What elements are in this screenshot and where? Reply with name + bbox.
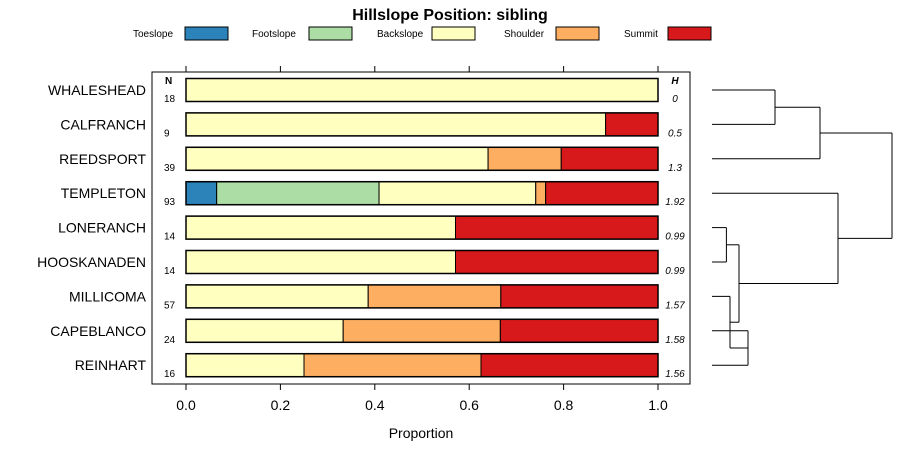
h-value-loneranch: 0.99: [665, 232, 685, 243]
n-value-capeblanco: 24: [164, 335, 176, 346]
plot-frame: [151, 71, 691, 385]
x-tick-label: 0.6: [459, 397, 479, 413]
bar-segment-calfranch-backslope: [185, 112, 607, 137]
bar-outline-reedsport: [185, 146, 659, 172]
n-value-hooskanaden: 14: [164, 266, 176, 277]
bar-segment-loneranch-backslope: [185, 215, 457, 240]
dendrogram: [712, 89, 893, 366]
h-value-capeblanco: 1.58: [665, 335, 685, 346]
row-label-capeblanco: CAPEBLANCO: [50, 323, 146, 339]
bar-segment-reinhart-shoulder: [303, 353, 482, 378]
h-value-reedsport: 1.3: [668, 163, 682, 174]
bar-segment-reinhart-summit: [480, 353, 659, 378]
n-value-templeton: 93: [164, 197, 176, 208]
legend-label-shoulder: Shoulder: [504, 29, 545, 40]
bar-segment-reedsport-backslope: [185, 146, 489, 171]
h-value-whaleshead: 0: [672, 94, 678, 105]
row-label-hooskanaden: HOOSKANADEN: [37, 254, 146, 270]
legend-label-summit: Summit: [624, 29, 658, 40]
bar-outline-templeton: [185, 180, 659, 206]
legend-label-footslope: Footslope: [252, 29, 296, 40]
row-label-calfranch: CALFRANCH: [60, 116, 146, 132]
legend-swatch-footslope: [308, 26, 353, 41]
bar-segment-reedsport-shoulder: [487, 146, 562, 171]
h-column-header: H: [671, 76, 679, 87]
legend-label-toeslope: Toeslope: [133, 29, 173, 40]
h-value-calfranch: 0.5: [668, 128, 682, 139]
row-label-millicoma: MILLICOMA: [69, 288, 147, 304]
x-tick-label: 0.4: [365, 397, 385, 413]
bar-segment-templeton-toeslope: [185, 181, 218, 206]
bar-segment-templeton-shoulder: [535, 181, 547, 206]
bar-rows: WHALESHEAD 18 0 CALFRANCH 9 0.5 REEDSPORT 39 1.3…: [37, 77, 685, 380]
h-value-millicoma: 1.57: [665, 300, 685, 311]
bar-segment-templeton-footslope: [216, 181, 380, 206]
bar-segment-millicoma-backslope: [185, 284, 369, 309]
h-value-reinhart: 1.56: [665, 369, 685, 380]
x-tick-label: 0.8: [554, 397, 574, 413]
row-label-whaleshead: WHALESHEAD: [48, 82, 146, 98]
bar-segment-capeblanco-summit: [499, 318, 659, 343]
h-value-templeton: 1.92: [665, 197, 685, 208]
legend-swatch-shoulder: [555, 26, 600, 41]
legend-label-backslope: Backslope: [377, 29, 424, 40]
bar-segment-templeton-summit: [545, 181, 659, 206]
x-tick-label: 0.2: [271, 397, 291, 413]
n-value-reinhart: 16: [164, 369, 176, 380]
n-value-reedsport: 39: [164, 163, 176, 174]
bar-segment-hooskanaden-summit: [455, 250, 659, 274]
bar-outline-calfranch: [185, 112, 659, 137]
x-tick-label: 1.0: [648, 397, 668, 413]
bar-segment-reinhart-backslope: [185, 353, 305, 378]
h-value-hooskanaden: 0.99: [665, 266, 685, 277]
bar-segment-templeton-backslope: [378, 181, 537, 206]
bar-outline-hooskanaden: [185, 249, 659, 275]
n-value-millicoma: 57: [164, 300, 176, 311]
n-value-loneranch: 14: [164, 232, 176, 243]
bar-segment-calfranch-summit: [605, 112, 659, 137]
legend-swatch-summit: [667, 26, 712, 41]
bar-segment-reedsport-summit: [560, 146, 659, 171]
bar-outline-whaleshead: [185, 77, 659, 103]
row-label-reedsport: REEDSPORT: [59, 151, 146, 167]
n-value-whaleshead: 18: [164, 94, 176, 105]
bar-segment-capeblanco-backslope: [185, 318, 344, 343]
bar-outline-millicoma: [185, 284, 659, 309]
bar-segment-loneranch-summit: [455, 215, 659, 240]
x-axis: 0.0 0.2 0.4 0.6 0.8 1.0: [176, 66, 668, 413]
legend-swatch-backslope: [431, 26, 476, 41]
chart-title: Hillslope Position: sibling: [352, 7, 548, 24]
bar-outline-capeblanco: [185, 318, 659, 344]
bar-outline-loneranch: [185, 215, 659, 240]
n-value-calfranch: 9: [164, 128, 170, 139]
x-tick-label: 0.0: [176, 397, 196, 413]
x-axis-label: Proportion: [389, 425, 454, 441]
row-label-reinhart: REINHART: [75, 357, 147, 373]
bar-segment-capeblanco-shoulder: [342, 318, 501, 343]
n-column-header: N: [165, 76, 172, 87]
legend-swatch-toeslope: [184, 26, 229, 41]
row-label-templeton: TEMPLETON: [61, 185, 146, 201]
legend: Toeslope Footslope Backslope Shoulder Summit: [133, 26, 712, 41]
bar-segment-millicoma-summit: [500, 284, 659, 309]
bar-outline-reinhart: [185, 352, 659, 378]
bar-segment-millicoma-shoulder: [367, 284, 502, 309]
bar-segment-hooskanaden-backslope: [185, 250, 457, 274]
bar-segment-whaleshead-backslope: [185, 78, 659, 102]
row-label-loneranch: LONERANCH: [58, 220, 146, 236]
